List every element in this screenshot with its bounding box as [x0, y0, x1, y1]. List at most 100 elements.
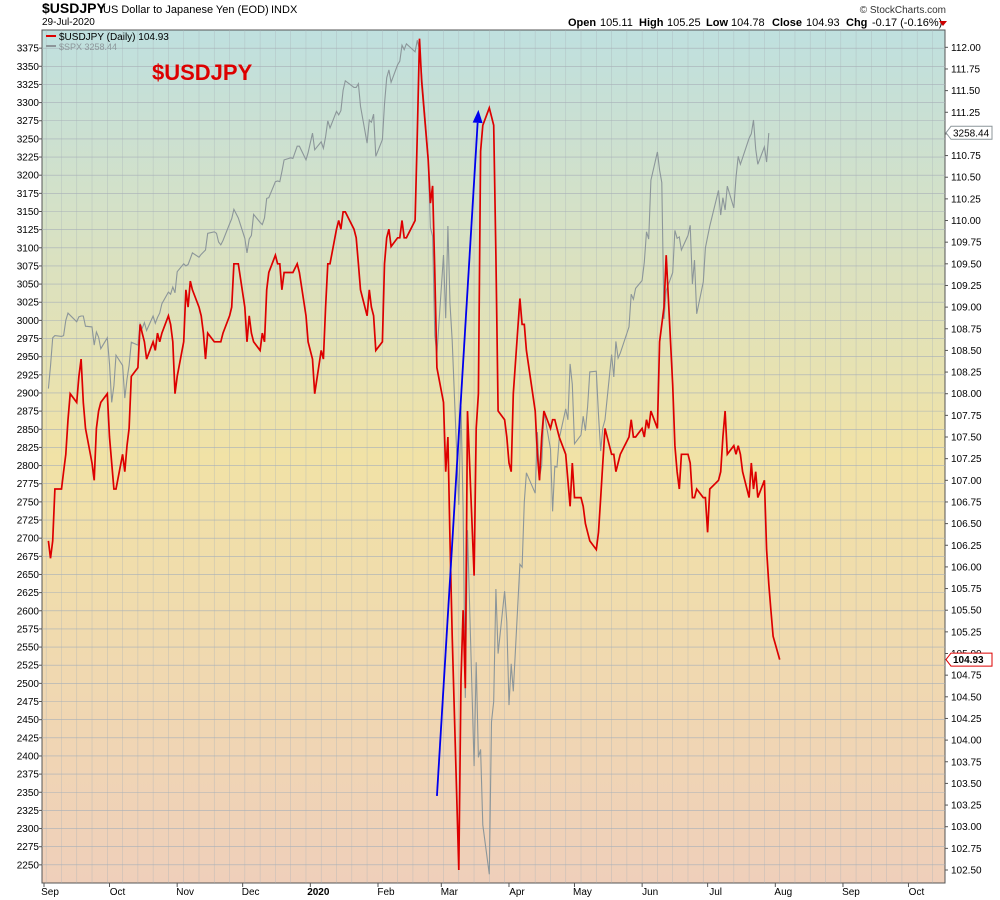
spx-last-value-badge: 3258.44 — [945, 125, 993, 140]
right-tick-label: 103.50 — [951, 779, 982, 790]
svg-text:104.78: 104.78 — [731, 17, 765, 29]
right-tick-label: 106.75 — [951, 497, 982, 508]
right-tick-label: 109.00 — [951, 303, 982, 314]
right-tick-label: 107.50 — [951, 433, 982, 444]
left-tick-label: 2625 — [17, 588, 40, 599]
month-label: 2020 — [307, 887, 330, 898]
right-tick-label: 110.25 — [951, 194, 981, 205]
right-tick-label: 102.50 — [951, 866, 982, 877]
left-tick-label: 3150 — [17, 207, 40, 218]
right-tick-label: 105.75 — [951, 584, 982, 595]
right-tick-label: 111.50 — [951, 86, 981, 97]
month-label: Jun — [642, 887, 658, 898]
left-tick-label: 2600 — [17, 606, 40, 617]
left-tick-label: 2425 — [17, 733, 40, 744]
left-tick-label: 2250 — [17, 860, 40, 871]
left-tick-label: 2775 — [17, 479, 40, 490]
right-tick-label: 104.75 — [951, 671, 982, 682]
left-tick-label: 2275 — [17, 842, 40, 853]
left-tick-label: 2550 — [17, 643, 40, 654]
left-tick-label: 2575 — [17, 624, 40, 635]
right-tick-label: 104.50 — [951, 692, 982, 703]
left-tick-label: 2325 — [17, 806, 40, 817]
left-tick-label: 2450 — [17, 715, 40, 726]
right-tick-label: 106.25 — [951, 541, 982, 552]
svg-text:105.25: 105.25 — [667, 17, 701, 29]
month-label: Apr — [509, 887, 525, 898]
right-tick-label: 111.75 — [951, 64, 981, 75]
left-tick-label: 2500 — [17, 679, 40, 690]
left-tick-label: 3300 — [17, 98, 40, 109]
month-label: Oct — [110, 887, 126, 898]
right-tick-label: 107.00 — [951, 476, 982, 487]
svg-text:Chg: Chg — [846, 17, 867, 29]
trend-arrow-head — [472, 109, 483, 124]
left-tick-label: 3350 — [17, 62, 40, 73]
right-tick-label: 108.00 — [951, 389, 982, 400]
left-tick-label: 2650 — [17, 570, 40, 581]
left-tick-label: 3050 — [17, 280, 40, 291]
left-tick-label: 2525 — [17, 661, 40, 672]
left-tick-label: 2925 — [17, 370, 40, 381]
left-tick-label: 2700 — [17, 534, 40, 545]
chart-title: $USDJPY — [152, 60, 253, 85]
month-label: Sep — [842, 887, 860, 898]
left-tick-label: 3275 — [17, 116, 40, 127]
right-tick-label: 110.50 — [951, 173, 981, 184]
left-tick-label: 3375 — [17, 44, 40, 55]
left-tick-label: 3325 — [17, 80, 40, 91]
left-tick-label: 2825 — [17, 443, 40, 454]
right-tick-label: 103.00 — [951, 822, 982, 833]
left-tick-label: 3100 — [17, 243, 40, 254]
month-label: Aug — [774, 887, 792, 898]
legend-usdjpy: $USDJPY (Daily) 104.93 — [59, 32, 169, 43]
svg-text:Open: Open — [568, 17, 596, 29]
month-label: Oct — [909, 887, 925, 898]
right-tick-label: 108.50 — [951, 346, 982, 357]
svg-text:104.93: 104.93 — [806, 17, 840, 29]
right-tick-label: 108.25 — [951, 368, 982, 379]
right-tick-label: 108.75 — [951, 324, 982, 335]
svg-text:-0.17 (-0.16%): -0.17 (-0.16%) — [872, 17, 942, 29]
symbol-description: US Dollar to Japanese Yen (EOD) — [103, 4, 269, 16]
gridlines — [42, 30, 945, 883]
spx-last-value: 3258.44 — [953, 128, 990, 139]
month-label: Sep — [41, 887, 59, 898]
left-tick-label: 2350 — [17, 788, 40, 799]
right-tick-label: 103.75 — [951, 757, 982, 768]
left-tick-label: 2400 — [17, 751, 40, 762]
right-tick-label: 106.00 — [951, 562, 982, 573]
exchange-label: INDX — [271, 4, 298, 16]
right-tick-label: 111.25 — [951, 108, 981, 119]
down-triangle-icon — [939, 21, 947, 26]
right-tick-label: 103.25 — [951, 801, 982, 812]
right-tick-label: 110.00 — [951, 216, 981, 227]
right-tick-label: 109.25 — [951, 281, 982, 292]
right-tick-label: 102.75 — [951, 844, 982, 855]
legend-spx: $SPX 3258.44 — [59, 42, 117, 52]
left-tick-label: 2975 — [17, 334, 40, 345]
left-tick-label: 2900 — [17, 388, 40, 399]
x-axis: Sep Oct Nov Dec 2020 Feb Mar Apr May Jun Jul Aug Sep… — [41, 883, 924, 898]
spx-series-line — [47, 40, 770, 875]
right-tick-label: 106.50 — [951, 519, 982, 530]
right-tick-label: 105.25 — [951, 627, 982, 638]
left-tick-label: 2850 — [17, 425, 40, 436]
left-tick-label: 3075 — [17, 261, 40, 272]
right-tick-label: 107.75 — [951, 411, 982, 422]
usdjpy-series-line — [47, 38, 781, 871]
left-tick-label: 2750 — [17, 497, 40, 508]
month-label: Dec — [242, 887, 260, 898]
month-label: Feb — [377, 887, 395, 898]
left-tick-label: 3025 — [17, 298, 40, 309]
usdjpy-last-value: 104.93 — [953, 655, 984, 666]
right-tick-label: 112.00 — [951, 43, 981, 54]
quote-date: 29-Jul-2020 — [42, 17, 95, 28]
right-tick-label: 109.75 — [951, 238, 982, 249]
right-tick-label: 104.25 — [951, 714, 982, 725]
left-tick-label: 3200 — [17, 171, 40, 182]
right-axis: 102.50 102.75 103.00 103.25 103.50 103.75 104.… — [945, 43, 982, 877]
left-tick-label: 3175 — [17, 189, 40, 200]
left-tick-label: 2675 — [17, 552, 40, 563]
svg-text:Close: Close — [772, 17, 802, 29]
